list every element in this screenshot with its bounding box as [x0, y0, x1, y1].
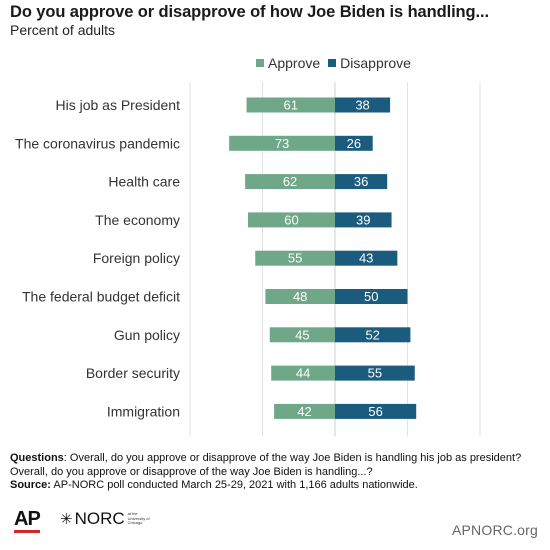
questions-label: Questions: [10, 452, 64, 464]
bar-disapprove: [335, 327, 411, 343]
data-label-approve: 48: [293, 289, 307, 304]
bar-approve: [229, 135, 335, 151]
source-label: Source:: [10, 479, 51, 492]
norc-star-icon: ✳: [60, 511, 73, 528]
data-label-approve: 62: [283, 174, 297, 189]
data-label-approve: 61: [284, 98, 298, 113]
data-label-approve: 44: [296, 366, 310, 381]
category-label: Health care: [108, 174, 180, 190]
bar-disapprove: [335, 250, 398, 266]
bar-disapprove: [335, 97, 391, 113]
bar-disapprove: [335, 289, 408, 304]
norc-logo: ✳ NORC at the University of Chicago: [60, 509, 150, 529]
legend-label-approve: Approve: [268, 55, 321, 71]
category-label: Gun policy: [114, 327, 180, 343]
legend-item-disapprove: Disapprove: [328, 55, 411, 71]
bar-approve: [248, 212, 335, 228]
legend-label-disapprove: Disapprove: [340, 55, 411, 71]
data-label-disapprove: 55: [368, 366, 382, 381]
category-label: Border security: [86, 365, 180, 381]
data-label-disapprove: 43: [359, 251, 373, 266]
bar-approve: [255, 250, 335, 266]
legend-item-approve: Approve: [256, 55, 320, 71]
chart-legend: Approve Disapprove: [256, 55, 419, 71]
category-label: The coronavirus pandemic: [15, 135, 180, 151]
bar-approve: [269, 327, 335, 343]
category-label: The economy: [95, 212, 180, 228]
data-label-disapprove: 56: [368, 404, 382, 419]
category-label: Foreign policy: [93, 250, 180, 266]
bar-disapprove: [335, 212, 392, 228]
data-label-disapprove: 39: [356, 212, 370, 227]
category-label: The federal budget deficit: [22, 289, 180, 305]
chart-notes: Questions: Overall, do you approve or di…: [10, 452, 542, 493]
bar-disapprove: [335, 135, 373, 151]
bar-disapprove: [335, 174, 388, 190]
chart-title: Do you approve or disapprove of how Joe …: [10, 3, 489, 21]
bar-approve: [271, 365, 335, 381]
legend-swatch-disapprove: [328, 59, 337, 67]
data-label-disapprove: 52: [365, 327, 379, 342]
data-label-approve: 42: [297, 404, 311, 419]
questions-note: Questions: Overall, do you approve or di…: [10, 452, 542, 479]
category-label: His job as President: [55, 97, 180, 113]
data-label-disapprove: 36: [354, 174, 368, 189]
source-note: Source: AP-NORC poll conducted March 25-…: [10, 479, 542, 493]
legend-swatch-approve: [256, 59, 264, 67]
bar-approve: [245, 174, 335, 190]
website-link[interactable]: APNORC.org: [451, 522, 538, 538]
source-text: AP-NORC poll conducted March 25-29, 2021…: [50, 479, 418, 492]
norc-logo-subtext: at the University of Chicago: [127, 511, 150, 526]
norc-logo-text: NORC: [74, 509, 125, 528]
data-label-disapprove: 50: [364, 289, 378, 304]
category-label: Immigration: [107, 403, 180, 419]
bar-disapprove: [335, 365, 415, 381]
data-label-approve: 60: [284, 212, 298, 227]
data-label-disapprove: 38: [355, 98, 369, 113]
chart-subtitle: Percent of adults: [10, 22, 116, 38]
bar-disapprove: [335, 403, 417, 419]
bar-approve: [265, 289, 335, 304]
data-label-approve: 55: [288, 251, 302, 266]
bar-approve: [246, 97, 335, 113]
data-label-disapprove: 26: [347, 136, 361, 151]
data-label-approve: 45: [295, 327, 309, 342]
ap-logo-underline: [14, 530, 40, 533]
questions-text: : Overall, do you approve or disapprove …: [10, 452, 522, 478]
approval-bar-chart: His job as President 61 38 The coronavirus …: [15, 82, 481, 437]
bar-approve: [274, 403, 335, 419]
data-label-approve: 73: [275, 136, 289, 151]
ap-logo: AP: [14, 508, 41, 530]
